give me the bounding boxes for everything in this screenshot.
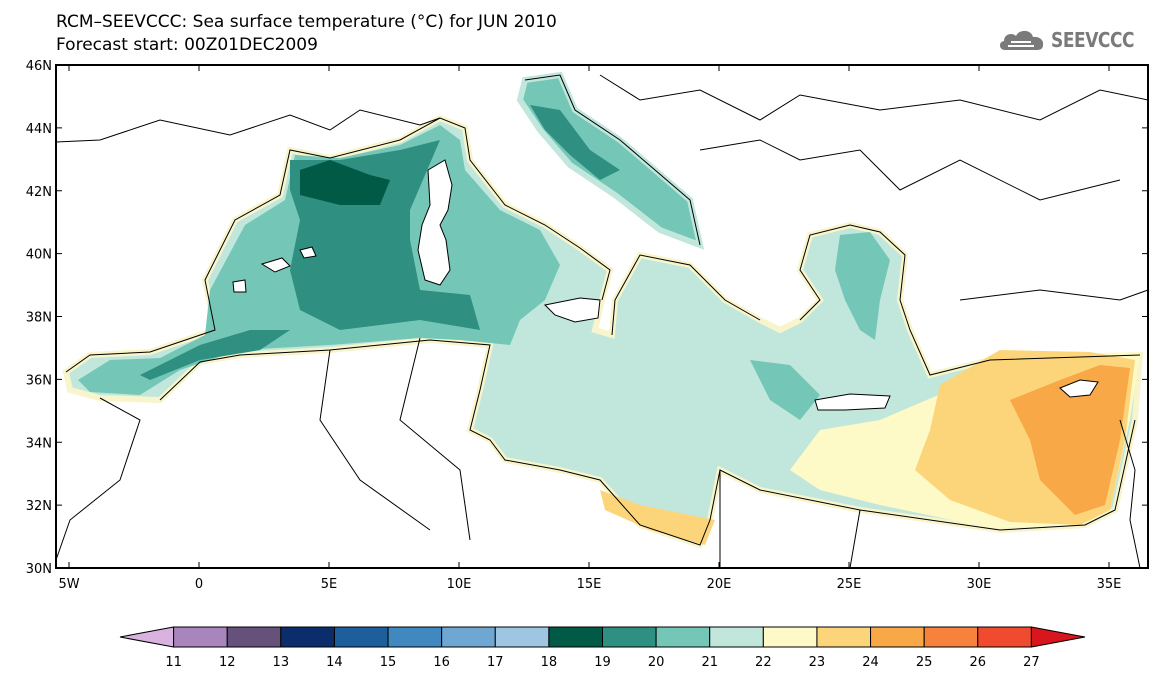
colorbar-swatch	[333, 626, 389, 648]
colorbar-swatch	[226, 626, 282, 648]
map-axes: 5W 0 5E 10E 15E 20E 25E 30E 35E 46N 44N 42N 40N 38N 36…	[26, 59, 1148, 592]
colorbar-label: 12	[219, 655, 236, 670]
colorbar-swatch	[655, 626, 711, 648]
colorbar-label: 11	[165, 655, 182, 670]
colorbar-swatch	[923, 626, 979, 648]
colorbar-swatch	[548, 626, 604, 648]
colorbar-swatch	[709, 626, 764, 648]
logo-text: SEEVCCC	[1051, 28, 1135, 52]
colorbar-swatch	[494, 626, 550, 648]
sea-temperature-field	[56, 71, 1148, 568]
colorbar-swatch	[602, 626, 657, 648]
colorbar-label: 25	[916, 655, 933, 670]
y-tick-label: 38N	[26, 311, 52, 326]
y-tick-label: 32N	[26, 499, 52, 514]
x-tick-label: 5E	[321, 577, 338, 592]
x-tick-label: 35E	[1097, 577, 1122, 592]
forecast-start-label: Forecast start: 00Z01DEC2009	[56, 35, 318, 55]
colorbar-label: 21	[701, 655, 718, 670]
x-tick-label: 5W	[58, 577, 79, 592]
x-tick-label: 10E	[447, 577, 472, 592]
colorbar-label: 17	[487, 655, 504, 670]
colorbar-label: 14	[326, 655, 343, 670]
y-tick-label: 34N	[26, 436, 52, 451]
crete	[814, 393, 891, 411]
x-tick-label: 0	[195, 577, 203, 592]
colorbar-swatch	[816, 626, 872, 648]
ionian-20	[750, 360, 820, 420]
colorbar: 11 12 13 14 15 16 17 18 19 20 21 22 23 24 25 26 27	[119, 626, 1086, 670]
y-tick-label: 46N	[26, 59, 52, 74]
colorbar-label: 26	[970, 655, 987, 670]
colorbar-label: 20	[648, 655, 665, 670]
y-tick-label: 42N	[26, 185, 52, 200]
colorbar-label: 15	[380, 655, 397, 670]
sicily	[543, 297, 601, 323]
colorbar-swatch	[977, 626, 1032, 648]
colorbar-arrow-high	[1030, 626, 1086, 648]
adriatic-19	[530, 105, 620, 180]
colorbar-label: 23	[809, 655, 826, 670]
y-tick-label: 40N	[26, 248, 52, 263]
coastlines	[56, 74, 1148, 568]
colorbar-label: 13	[273, 655, 290, 670]
colorbar-label: 27	[1023, 655, 1040, 670]
colorbar-label: 24	[862, 655, 879, 670]
seevccc-logo: SEEVCCC	[997, 26, 1149, 54]
western-basin-19	[140, 140, 480, 380]
colorbar-arrow-low	[119, 626, 175, 648]
gulf-of-lion-18	[300, 160, 390, 205]
colorbar-swatch	[280, 626, 335, 648]
x-tick-label: 25E	[837, 577, 862, 592]
colorbar-swatch	[173, 626, 228, 648]
corsica-sardinia	[417, 159, 453, 286]
colorbar-label: 19	[594, 655, 611, 670]
libyan-coast-24	[600, 490, 715, 545]
colorbar-label: 22	[755, 655, 772, 670]
cloud-icon	[1000, 30, 1044, 50]
y-tick-label: 30N	[26, 562, 52, 577]
balearic-islands	[232, 246, 317, 293]
x-tick-label: 15E	[577, 577, 602, 592]
x-tick-label: 30E	[967, 577, 992, 592]
aegean-20	[835, 232, 890, 340]
colorbar-swatch	[870, 626, 925, 648]
colorbar-swatch	[762, 626, 818, 648]
cyprus	[1059, 379, 1099, 398]
y-tick-label: 44N	[26, 122, 52, 137]
y-tick-label: 36N	[26, 373, 52, 388]
colorbar-swatch	[387, 626, 443, 648]
x-tick-label: 20E	[707, 577, 732, 592]
colorbar-label: 16	[433, 655, 450, 670]
map-title: RCM–SEEVCCC: Sea surface temperature (°C…	[56, 12, 557, 32]
colorbar-label: 18	[541, 655, 558, 670]
levantine-25	[1010, 365, 1130, 515]
colorbar-swatch	[441, 626, 496, 648]
